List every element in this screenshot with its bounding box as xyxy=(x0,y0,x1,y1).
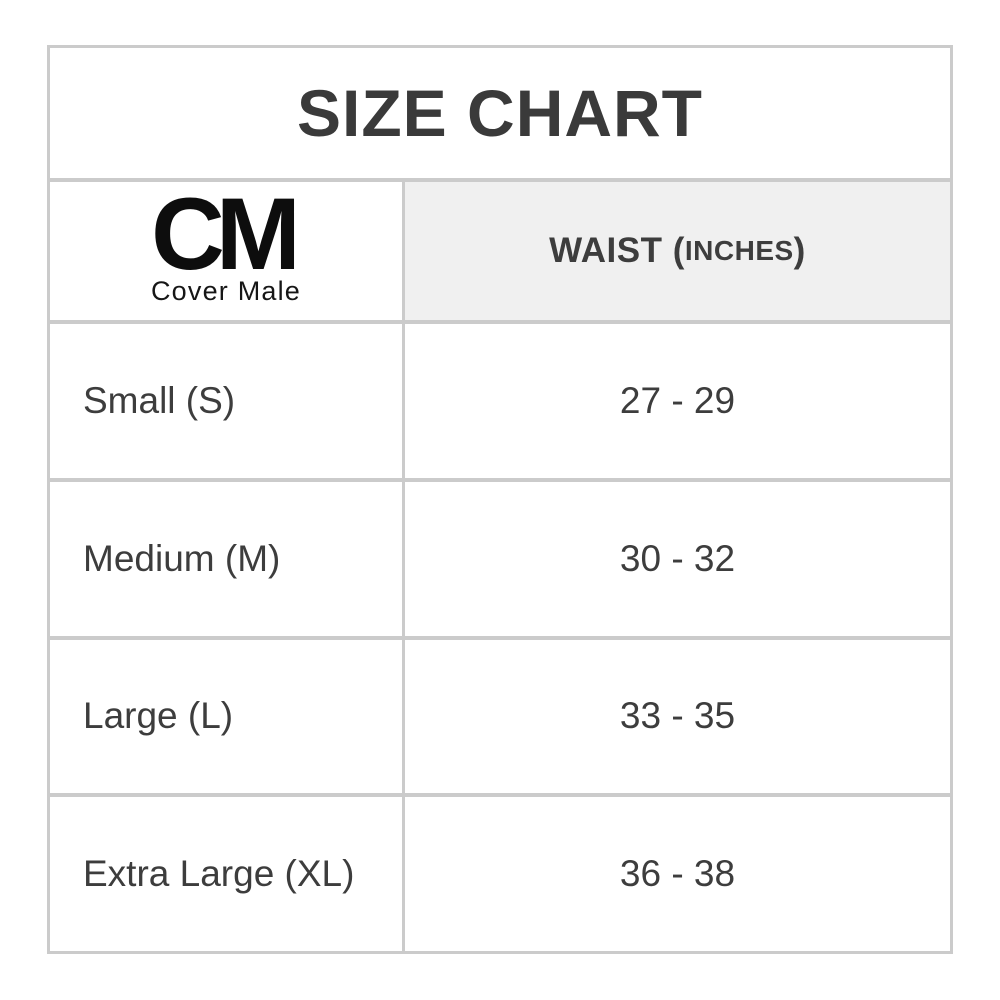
brand-initials: CM xyxy=(151,176,301,291)
table-row-waist-small: 27 - 29 xyxy=(402,320,950,478)
waist-value: 30 - 32 xyxy=(619,537,736,579)
brand-name: Cover Male xyxy=(150,276,302,307)
waist-header-prefix: WAIST ( xyxy=(549,231,685,270)
size-label: Small (S) xyxy=(83,379,236,421)
cover-male-logo: CM Cover Male xyxy=(150,176,302,308)
waist-column-header: WAIST (INCHES) xyxy=(402,178,950,320)
table-row-size-large: Large (L) xyxy=(50,635,402,794)
size-label: Medium (M) xyxy=(83,537,281,579)
waist-header-suffix: ) xyxy=(793,231,806,270)
table-row-size-small: Small (S) xyxy=(50,320,402,478)
table-row-size-medium: Medium (M) xyxy=(50,477,402,636)
table-row-waist-xlarge: 36 - 38 xyxy=(402,793,950,951)
waist-value: 33 - 35 xyxy=(619,695,736,737)
waist-value: 27 - 29 xyxy=(619,379,736,421)
table-row-waist-large: 33 - 35 xyxy=(402,635,950,794)
waist-header-unit: INCHES xyxy=(684,235,794,266)
title-cell: SIZE CHART xyxy=(50,48,950,178)
brand-logo-cell: CM Cover Male xyxy=(50,178,402,320)
size-label: Extra Large (XL) xyxy=(83,853,355,895)
waist-value: 36 - 38 xyxy=(619,853,736,895)
size-chart-table: SIZE CHART CM Cover Male WAIST (INCHES) … xyxy=(47,45,953,954)
size-label: Large (L) xyxy=(83,695,234,737)
table-row-waist-medium: 30 - 32 xyxy=(402,477,950,636)
page-title: SIZE CHART xyxy=(297,76,703,150)
table-row-size-xlarge: Extra Large (XL) xyxy=(50,793,402,951)
